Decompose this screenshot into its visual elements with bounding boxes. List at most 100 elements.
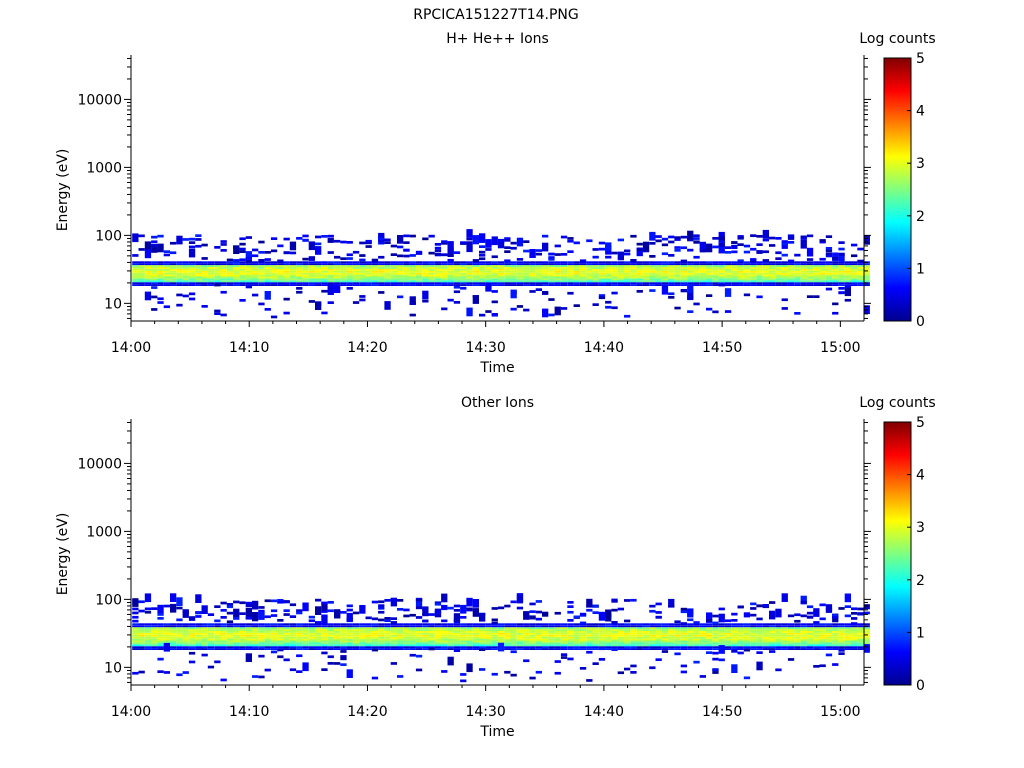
heatmap-cell [579,612,587,616]
heatmap-cell [693,627,700,630]
heatmap-cell [737,261,744,264]
heatmap-cell [762,280,769,283]
heatmap-cell [447,646,454,649]
heatmap-cell [239,278,246,281]
heatmap-cell [302,631,309,633]
heatmap-cell [491,261,498,264]
heatmap-cell [289,668,297,672]
heatmap-cell [813,631,820,633]
heatmap-cell [762,634,769,637]
heatmap-cell [371,276,379,279]
heatmap-cell [844,267,851,269]
heatmap-cell [283,638,290,641]
heatmap-cell [712,280,719,283]
heatmap-cell [321,261,328,264]
heatmap-cell [605,644,612,647]
heatmap-cell [813,268,820,271]
heatmap-cell [762,267,769,269]
heatmap-cell [661,634,669,637]
heatmap-cell [567,272,574,275]
heatmap-cell [378,280,385,283]
heatmap-cell [649,242,656,245]
heatmap-cell [649,625,656,628]
heatmap-cell [819,263,826,266]
heatmap-cell [151,634,158,637]
heatmap-cell [649,604,656,608]
heatmap-cell [340,276,347,279]
heatmap-cell [403,644,410,647]
heatmap-cell [151,644,158,647]
heatmap-cell [781,642,788,645]
heatmap-cell [466,267,473,269]
heatmap-cell [800,276,807,279]
heatmap-cell [176,642,183,645]
heatmap-cell [548,252,555,256]
heatmap-cell [466,261,473,264]
heatmap-cell [220,642,227,645]
heatmap-cell [851,640,858,643]
heatmap-cell [378,276,385,279]
heatmap-cell [750,648,757,650]
heatmap-cell [201,625,208,628]
colorbar-tick-label: 0 [916,314,925,330]
heatmap-cell [699,270,706,273]
heatmap-cell [239,642,246,645]
heatmap-cell [409,254,416,257]
heatmap-cell [504,640,511,643]
heatmap-cell [630,270,637,273]
heatmap-cell [649,627,656,630]
heatmap-cell [434,638,442,641]
heatmap-cell [586,638,593,641]
heatmap-cell [813,276,820,279]
heatmap-cell [466,638,473,641]
heatmap-cell [567,239,574,243]
heatmap-cell [170,634,177,637]
heatmap-cell [378,284,385,286]
heatmap-cell [819,261,826,264]
heatmap-cell [163,265,170,267]
heatmap-cell [680,632,687,635]
heatmap-cell [592,627,599,630]
heatmap-cell [378,640,385,643]
heatmap-cell [346,272,353,275]
heatmap-cell [523,280,530,283]
heatmap-cell [762,229,769,239]
x-tick-label: 14:10 [229,340,269,356]
heatmap-cell [680,267,687,269]
heatmap-cell [201,261,208,264]
heatmap-cell [819,644,826,647]
heatmap-cell [239,625,246,628]
heatmap-cell [731,629,738,631]
heatmap-cell [724,288,732,297]
heatmap-cell [649,623,656,626]
heatmap-cell [642,274,650,277]
heatmap-cell [781,278,788,281]
heatmap-cell [340,646,347,649]
heatmap-cell [453,261,461,264]
heatmap-cell [233,600,240,604]
heatmap-cell [504,237,511,240]
heatmap-cell [479,284,486,286]
heatmap-cell [415,284,423,286]
heatmap-cell [245,272,252,275]
heatmap-cell [661,263,669,266]
heatmap-cell [750,263,757,266]
heatmap-cell [787,631,795,633]
heatmap-cell [680,289,687,292]
heatmap-cell [352,265,360,267]
heatmap-cell [466,243,473,253]
heatmap-cell [542,284,549,286]
heatmap-cell [743,270,751,273]
heatmap-cell [762,646,769,649]
heatmap-cell [434,280,442,283]
heatmap-cell [485,627,492,630]
heatmap-cell [800,239,807,249]
heatmap-cell [233,642,240,645]
heatmap-cell [207,261,215,264]
heatmap-cell [624,644,631,647]
heatmap-cell [731,268,738,271]
heatmap-cell [737,646,744,649]
heatmap-cell [334,284,341,293]
heatmap-cell [806,267,814,269]
heatmap-cell [365,280,372,283]
